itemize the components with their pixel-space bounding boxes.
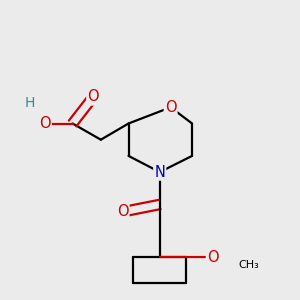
Text: N: N [154, 165, 165, 180]
Text: H: H [25, 96, 35, 110]
Text: O: O [87, 89, 99, 104]
Text: O: O [165, 100, 176, 115]
Text: CH₃: CH₃ [238, 260, 259, 270]
Text: O: O [117, 204, 128, 219]
Text: O: O [207, 250, 218, 265]
Text: O: O [39, 116, 51, 131]
